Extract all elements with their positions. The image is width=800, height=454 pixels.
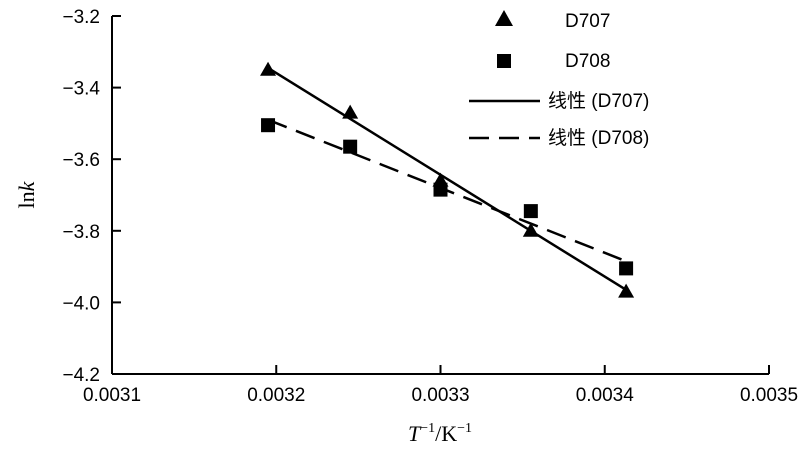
- legend-label-d708: D708: [565, 51, 610, 72]
- legend-item-d707: D707: [495, 10, 610, 32]
- y-tick-label: −4.2: [62, 365, 100, 386]
- legend-item-d708: D708: [497, 51, 610, 72]
- data-point-d707: [342, 104, 359, 119]
- data-point-d708: [619, 261, 634, 276]
- data-point-d708: [261, 118, 276, 133]
- legend-label-d707: D707: [565, 11, 610, 32]
- markers: [260, 61, 635, 298]
- y-tick-label: −4.0: [62, 293, 100, 314]
- y-tick-label: −3.2: [62, 7, 100, 28]
- x-tick-label: 0.0033: [411, 385, 469, 406]
- legend-square-icon: [497, 54, 511, 68]
- y-tick-label: −3.4: [62, 79, 100, 100]
- legend-item-fit-d707: 线性 (D707): [469, 90, 649, 112]
- legend-label-fit-d708: 线性 (D708): [548, 127, 649, 149]
- data-point-d708: [343, 139, 358, 154]
- data-point-d708: [523, 204, 538, 219]
- x-tick-label: 0.0035: [740, 385, 798, 406]
- x-tick-label: 0.0031: [83, 385, 141, 406]
- y-tick-label: −3.6: [62, 150, 100, 171]
- legend-triangle-icon: [495, 10, 513, 26]
- x-axis-title: T−1/K−1: [408, 421, 472, 446]
- data-point-d708: [433, 182, 448, 197]
- x-tick-label: 0.0034: [576, 385, 635, 406]
- fit-line-d707: [267, 66, 627, 291]
- y-tick-label: −3.8: [62, 222, 100, 243]
- ticks: 0.0031 0.0032 0.0033 0.0034 0.0035 −3.2 −3.4 −3…: [62, 7, 798, 406]
- legend-label-fit-d707: 线性 (D707): [548, 90, 649, 112]
- legend-item-fit-d708: 线性 (D708): [469, 127, 649, 149]
- data-point-d707: [260, 61, 277, 76]
- y-axis-title: lnk: [14, 180, 39, 208]
- data-point-d707: [618, 283, 635, 298]
- legend: D707 D708 线性 (D707) 线性 (D708): [469, 10, 649, 149]
- x-tick-label: 0.0032: [247, 385, 305, 406]
- data-point-d707: [522, 222, 539, 237]
